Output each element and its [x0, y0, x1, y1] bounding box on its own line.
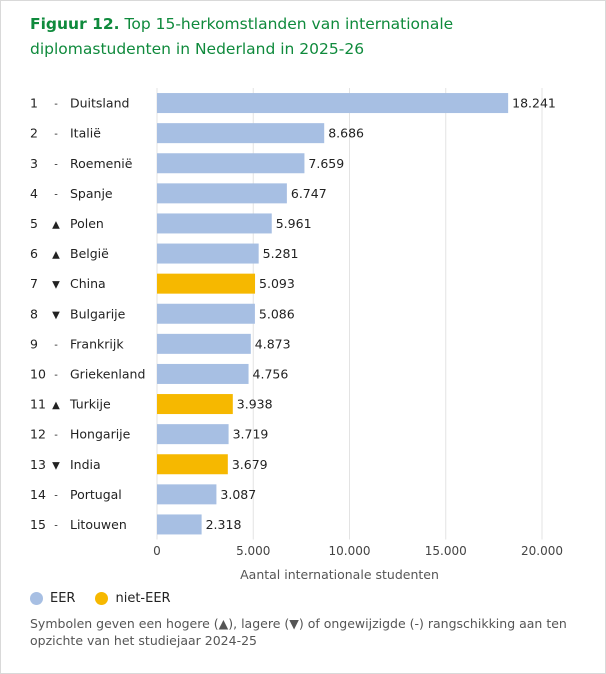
- country-label: Duitsland: [70, 96, 129, 111]
- country-label: Spanje: [70, 186, 113, 201]
- bar-roemenië: [157, 153, 305, 174]
- bar-duitsland: [157, 93, 509, 114]
- x-tick-label: 10.000: [329, 544, 371, 558]
- figure-title: Figuur 12. Top 15-herkomstlanden van int…: [30, 12, 590, 62]
- country-label: Hongarije: [70, 427, 131, 442]
- rank-label: 13: [30, 457, 46, 472]
- legend-label-eer: EER: [50, 591, 76, 606]
- rank-trend-icon: -: [54, 99, 58, 110]
- bar-hongarije: [157, 424, 229, 445]
- rank-trend-icon: -: [54, 340, 58, 351]
- value-label: 4.756: [253, 366, 289, 381]
- bar-polen: [157, 213, 272, 234]
- rank-trend-icon: -: [54, 430, 58, 441]
- bar-india: [157, 454, 228, 475]
- rank-trend-icon: ▲: [52, 400, 60, 411]
- country-label: India: [70, 457, 101, 472]
- rank-trend-icon: ▲: [52, 219, 60, 230]
- x-tick-label: 15.000: [425, 544, 467, 558]
- value-label: 6.747: [291, 186, 327, 201]
- bar-italië: [157, 123, 325, 144]
- value-label: 3.087: [220, 487, 256, 502]
- value-label: 3.938: [237, 397, 273, 412]
- figure-number: Figuur 12.: [30, 15, 120, 33]
- rank-label: 5: [30, 216, 38, 231]
- rank-label: 6: [30, 246, 38, 261]
- rank-label: 4: [30, 186, 38, 201]
- legend-item-niet-eer: niet-EER: [95, 591, 171, 606]
- bar-spanje: [157, 183, 287, 204]
- rank-label: 1: [30, 96, 38, 111]
- value-label: 8.686: [328, 126, 364, 141]
- value-label: 5.281: [263, 246, 299, 261]
- figure-title-text: Top 15-herkomstlanden van internationale…: [30, 15, 454, 58]
- bar-china: [157, 273, 256, 294]
- bar-frankrijk: [157, 333, 251, 354]
- value-label: 5.093: [259, 276, 295, 291]
- value-label: 5.961: [276, 216, 312, 231]
- country-label: Litouwen: [70, 517, 127, 532]
- rank-label: 9: [30, 336, 38, 351]
- rank-trend-icon: ▲: [52, 250, 60, 261]
- rank-trend-icon: ▼: [52, 280, 60, 291]
- value-label: 5.086: [259, 306, 295, 321]
- x-tick-label: 20.000: [521, 544, 563, 558]
- bar-portugal: [157, 484, 217, 505]
- rank-trend-icon: -: [54, 490, 58, 501]
- legend-item-eer: EER: [30, 591, 75, 606]
- rank-label: 15: [30, 517, 46, 532]
- value-label: 3.679: [232, 457, 268, 472]
- country-label: China: [70, 276, 106, 291]
- bar-bulgarije: [157, 303, 255, 324]
- value-label: 2.318: [206, 517, 242, 532]
- rank-label: 2: [30, 126, 38, 141]
- country-label: Griekenland: [70, 366, 145, 381]
- country-label: België: [70, 246, 109, 261]
- bar-turkije: [157, 394, 233, 415]
- country-label: Turkije: [69, 397, 111, 412]
- rank-label: 11: [30, 397, 46, 412]
- rank-trend-icon: -: [54, 370, 58, 381]
- country-label: Portugal: [70, 487, 122, 502]
- rank-label: 10: [30, 366, 46, 381]
- legend-label-niet-eer: niet-EER: [115, 591, 171, 606]
- country-label: Polen: [70, 216, 104, 231]
- rank-trend-icon: -: [54, 520, 58, 531]
- country-label: Bulgarije: [70, 306, 126, 321]
- x-tick-label: 0: [153, 544, 161, 558]
- x-tick-label: 5.000: [236, 544, 270, 558]
- rank-trend-icon: -: [54, 159, 58, 170]
- value-label: 4.873: [255, 336, 291, 351]
- rank-label: 14: [30, 487, 46, 502]
- country-label: Italië: [70, 126, 101, 141]
- rank-label: 8: [30, 306, 38, 321]
- bar-griekenland: [157, 363, 249, 384]
- rank-label: 12: [30, 427, 46, 442]
- bar-belgië: [157, 243, 259, 264]
- country-label: Roemenië: [70, 156, 133, 171]
- country-label: Frankrijk: [70, 336, 124, 351]
- rank-trend-icon: -: [54, 129, 58, 140]
- legend-swatch-eer: [30, 592, 43, 605]
- bar-litouwen: [157, 514, 202, 535]
- legend: EER niet-EER: [30, 591, 191, 606]
- legend-swatch-niet-eer: [95, 592, 109, 605]
- value-label: 3.719: [233, 427, 269, 442]
- rank-trend-icon: -: [54, 189, 58, 200]
- value-label: 18.241: [512, 96, 556, 111]
- value-label: 7.659: [308, 156, 344, 171]
- figure-note: Symbolen geven een hogere (▲), lagere (▼…: [30, 616, 567, 648]
- bar-chart: 0 5.000 10.000 15.000 20.000 Aantal internati…: [30, 88, 563, 582]
- rank-label: 7: [30, 276, 38, 291]
- x-axis-label: Aantal internationale studenten: [240, 567, 439, 582]
- rank-trend-icon: ▼: [52, 310, 60, 321]
- rank-label: 3: [30, 156, 38, 171]
- rank-trend-icon: ▼: [52, 460, 60, 471]
